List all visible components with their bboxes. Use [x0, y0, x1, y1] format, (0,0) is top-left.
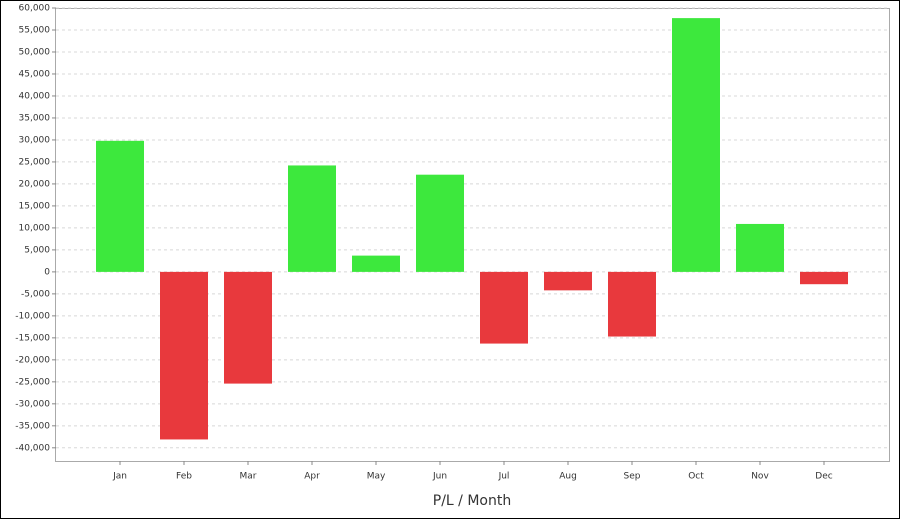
- bar: [96, 140, 144, 272]
- x-tick-label: Jun: [432, 472, 447, 482]
- bar: [160, 271, 208, 440]
- y-tick-label: 5,000: [24, 245, 50, 255]
- y-tick-label: 60,000: [19, 4, 51, 14]
- y-tick-label: 40,000: [19, 91, 51, 101]
- y-tick-label: 20,000: [19, 179, 51, 189]
- bar: [736, 223, 784, 272]
- x-tick-label: Feb: [176, 472, 192, 482]
- y-tick-label: 15,000: [19, 201, 51, 211]
- bar: [416, 174, 464, 272]
- y-tick-label: 25,000: [19, 157, 51, 167]
- bar: [544, 271, 592, 291]
- y-tick-label: 35,000: [19, 113, 51, 123]
- x-tick-label: Apr: [304, 472, 320, 482]
- y-tick-label: -35,000: [15, 421, 50, 431]
- y-tick-label: 30,000: [19, 135, 51, 145]
- y-tick-label: 10,000: [19, 223, 51, 233]
- bar: [224, 271, 272, 384]
- y-tick-label: 55,000: [19, 25, 51, 35]
- x-tick-label: Jul: [498, 472, 510, 482]
- bar: [352, 255, 400, 272]
- bar: [672, 18, 720, 272]
- x-tick-label: Aug: [559, 472, 577, 482]
- x-tick-label: Sep: [624, 472, 641, 482]
- x-axis-label: P/L / Month: [433, 493, 511, 509]
- x-tick-label: Nov: [751, 472, 769, 482]
- y-tick-label: -40,000: [15, 443, 50, 453]
- y-tick-label: -10,000: [15, 311, 50, 321]
- x-tick-label: Jan: [112, 472, 127, 482]
- bar: [800, 271, 848, 285]
- bar: [608, 271, 656, 337]
- y-tick-label: -15,000: [15, 333, 50, 343]
- bar: [480, 271, 528, 344]
- y-tick-label: -30,000: [15, 399, 50, 409]
- y-tick-label: -5,000: [21, 289, 50, 299]
- bar: [288, 165, 336, 272]
- y-tick-label: 50,000: [19, 47, 51, 57]
- y-tick-label: 45,000: [19, 69, 51, 79]
- x-tick-label: Oct: [688, 472, 704, 482]
- x-tick-label: Mar: [240, 472, 257, 482]
- y-tick-label: 0: [44, 267, 50, 277]
- y-tick-label: -25,000: [15, 377, 50, 387]
- x-tick-label: May: [367, 472, 386, 482]
- x-tick-label: Dec: [815, 472, 832, 482]
- y-tick-label: -20,000: [15, 355, 50, 365]
